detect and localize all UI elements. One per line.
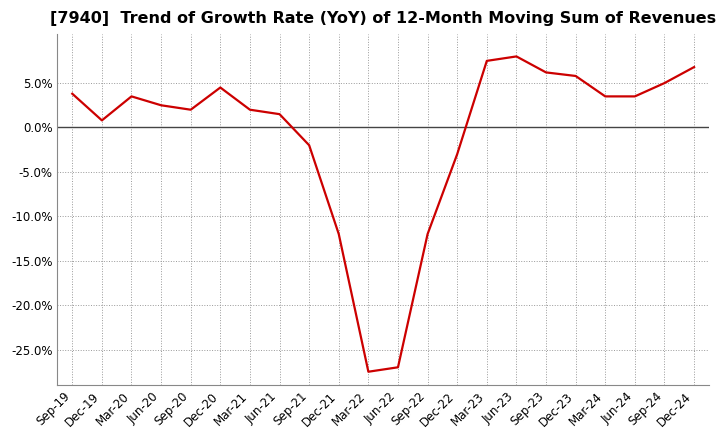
Title: [7940]  Trend of Growth Rate (YoY) of 12-Month Moving Sum of Revenues: [7940] Trend of Growth Rate (YoY) of 12-… [50,11,716,26]
